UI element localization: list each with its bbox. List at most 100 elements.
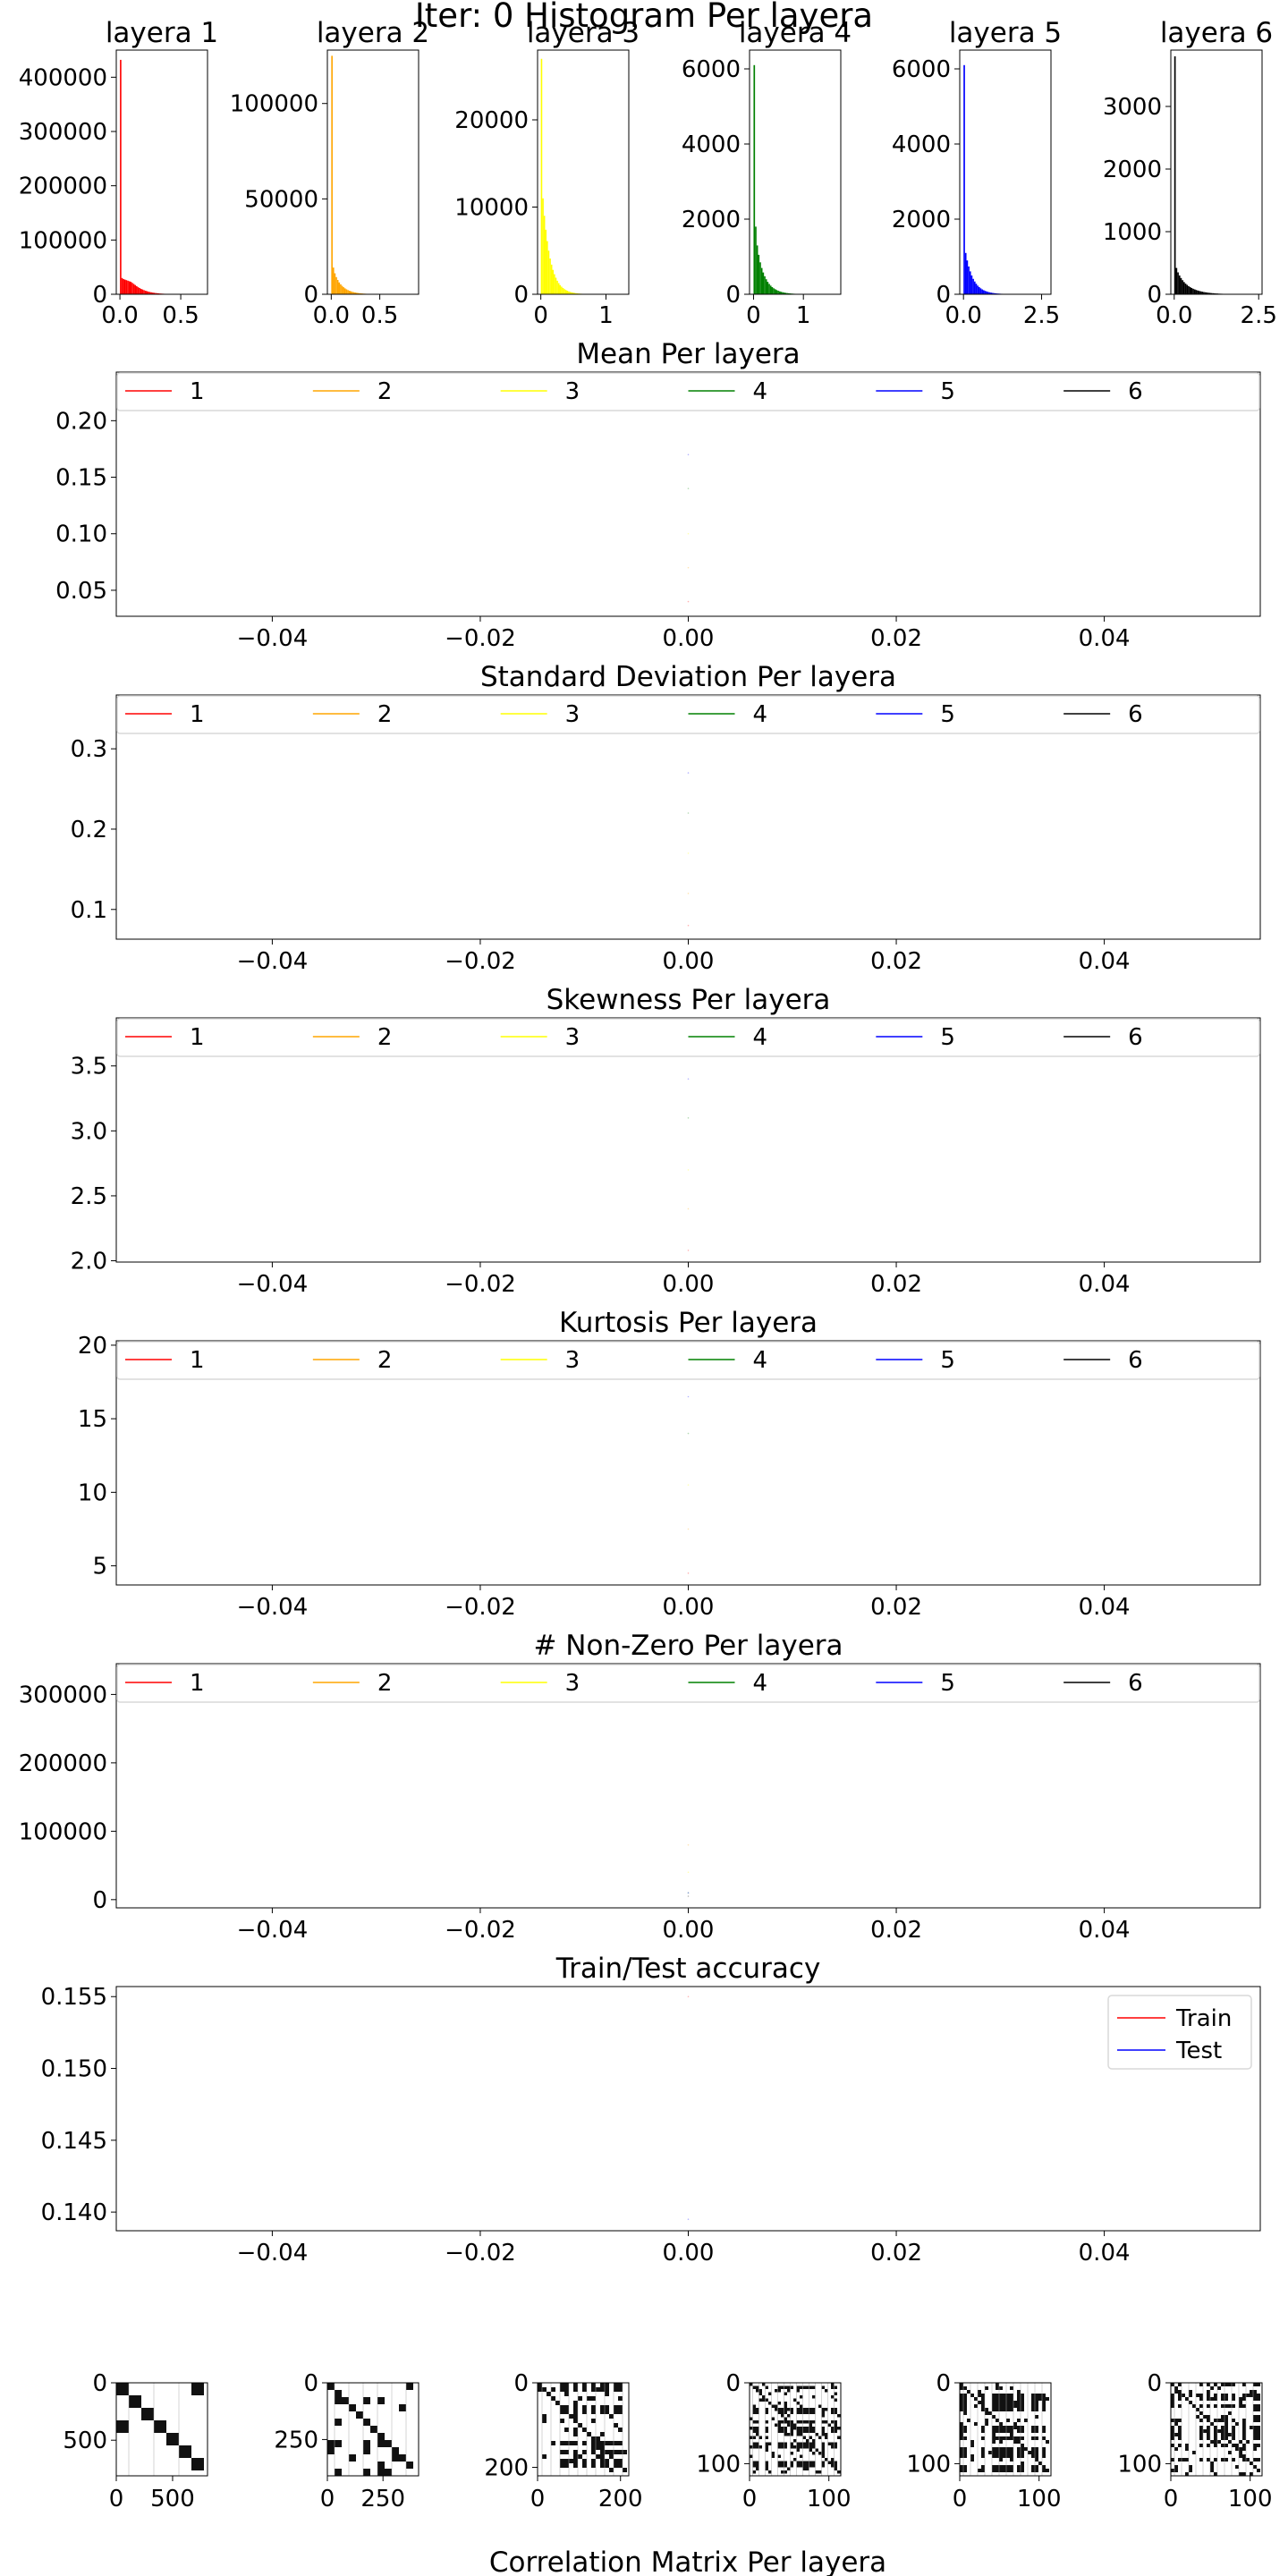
series-point-1 — [687, 1572, 690, 1574]
histogram-bar — [127, 280, 129, 294]
histogram-bar — [549, 258, 551, 294]
y-tick-label: 250 — [274, 2427, 318, 2453]
heatmap-cell — [750, 2436, 753, 2439]
heatmap-cell — [981, 2394, 985, 2397]
heatmap-cell — [796, 2461, 800, 2464]
axes-frame — [115, 1017, 1261, 1263]
heatmap-cell — [1253, 2394, 1257, 2397]
heatmap-cell — [800, 2442, 803, 2445]
heatmap-cell — [564, 2405, 569, 2410]
heatmap-cell — [802, 2445, 806, 2449]
heatmap-cell — [796, 2427, 800, 2430]
heatmap-cell — [1021, 2454, 1024, 2458]
heatmap-cell — [614, 2463, 618, 2468]
x-tick-label: 0.0 — [945, 302, 982, 329]
heatmap-cell — [981, 2426, 985, 2429]
histogram-bar — [969, 271, 971, 294]
heatmap-cell — [1013, 2422, 1017, 2426]
chart-panel-13: 0 500 0 500 — [63, 2370, 208, 2512]
heatmap-cell — [1010, 2451, 1013, 2454]
heatmap-cell — [1035, 2429, 1038, 2433]
histogram-bar — [1191, 288, 1193, 294]
heatmap-cell — [573, 2410, 578, 2414]
heatmap-cell — [812, 2452, 816, 2455]
histogram-bar — [125, 280, 128, 294]
heatmap-cell — [609, 2441, 614, 2445]
axes-frame — [959, 49, 1052, 295]
heatmap-cell — [1042, 2408, 1046, 2411]
histogram-bar — [990, 292, 993, 294]
heatmap-cell — [1239, 2397, 1242, 2401]
heatmap-cell — [821, 2420, 825, 2424]
x-tick-label: 0.5 — [361, 302, 398, 329]
histogram-bar — [984, 291, 987, 294]
heatmap-cell — [996, 2429, 999, 2433]
heatmap-cell — [377, 2397, 385, 2404]
heatmap-cell — [1257, 2444, 1260, 2447]
heatmap-cell — [784, 2461, 787, 2464]
heatmap-cell — [560, 2405, 564, 2410]
axes-frame — [537, 49, 630, 295]
histogram-bar — [564, 289, 565, 294]
heatmap-cell — [392, 2447, 399, 2454]
heatmap-cell — [812, 2395, 816, 2399]
x-tick-label: 0 — [746, 302, 761, 329]
heatmap-cell — [992, 2415, 996, 2419]
histogram-bar — [359, 292, 360, 294]
heatmap-cell — [370, 2426, 377, 2433]
histogram-bar — [561, 286, 563, 294]
heatmap-cell — [1003, 2447, 1006, 2451]
heatmap-cell — [1199, 2411, 1203, 2415]
heatmap-cell — [573, 2459, 578, 2463]
heatmap-cell — [1232, 2383, 1235, 2386]
x-tick-label: 100 — [1017, 2486, 1062, 2512]
histogram-bar — [540, 58, 543, 294]
heatmap-cell — [1242, 2383, 1246, 2386]
heatmap-cell — [765, 2448, 768, 2452]
heatmap-cell — [582, 2459, 587, 2463]
heatmap-cell — [999, 2436, 1003, 2440]
heatmap-cell — [831, 2445, 835, 2449]
heatmap-cell — [752, 2442, 756, 2445]
heatmap-cell — [1038, 2397, 1042, 2401]
heatmap-cell — [1242, 2419, 1246, 2422]
heatmap-cell — [1199, 2404, 1203, 2408]
heatmap-cell — [1042, 2436, 1046, 2440]
heatmap-cell — [834, 2385, 837, 2389]
heatmap-cell — [981, 2401, 985, 2404]
histogram-bar — [992, 292, 994, 294]
heatmap-cell — [985, 2386, 988, 2390]
heatmap-cell — [1006, 2397, 1010, 2401]
y-tick-label: 0 — [513, 2370, 529, 2397]
heatmap-cell — [765, 2461, 768, 2464]
y-tick-label: 3.0 — [71, 1118, 107, 1145]
heatmap-cell — [1224, 2458, 1228, 2462]
heatmap-cell — [1171, 2444, 1174, 2447]
heatmap-cell — [812, 2408, 816, 2411]
histogram-bar — [128, 281, 131, 294]
axes-frame — [1170, 49, 1263, 295]
heatmap-cell — [777, 2445, 781, 2449]
heatmap-cell — [963, 2451, 967, 2454]
heatmap-cell — [752, 2429, 756, 2433]
heatmap-cell — [752, 2408, 756, 2411]
y-tick-label: 0.2 — [71, 817, 107, 843]
heatmap-cell — [834, 2427, 837, 2430]
heatmap-cell — [614, 2450, 618, 2454]
series-point-5 — [687, 1892, 690, 1894]
heatmap-cell — [1035, 2404, 1038, 2408]
legend-label: 1 — [190, 1347, 205, 1374]
heatmap-cell — [963, 2454, 967, 2458]
heatmap-cell — [605, 2450, 609, 2454]
heatmap-cell — [1257, 2383, 1260, 2386]
chart-panel-2: layera 2 0 50000 100000 0.0 0.5 — [230, 17, 429, 329]
heatmap-cell — [1228, 2433, 1232, 2436]
heatmap-cell — [1171, 2401, 1174, 2404]
heatmap-cell — [800, 2411, 803, 2414]
x-tick-label: 0.00 — [663, 1271, 715, 1298]
histogram-bar — [975, 284, 978, 294]
heatmap-cell — [831, 2408, 835, 2411]
heatmap-cell — [981, 2454, 985, 2458]
histogram-bar — [774, 289, 776, 294]
